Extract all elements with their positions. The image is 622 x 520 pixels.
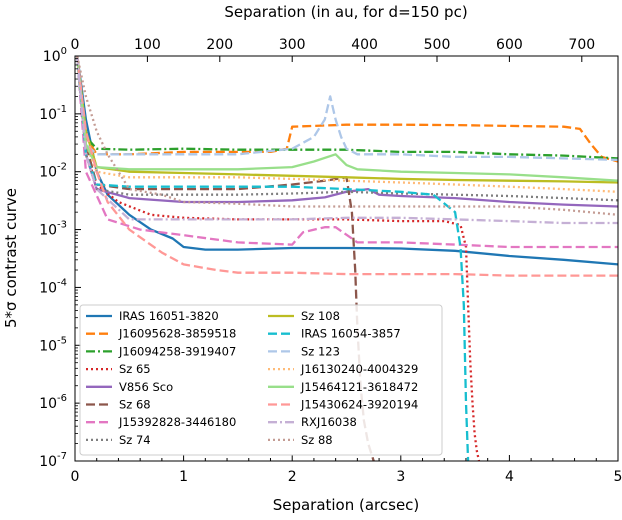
legend-label: J15430624-3920194 <box>300 398 418 412</box>
top-x-axis-label: Separation (in au, for d=150 pc) <box>224 3 467 21</box>
top-x-tick-label: 600 <box>496 37 523 53</box>
series-line-1 <box>76 56 618 266</box>
series-line-2 <box>76 56 618 163</box>
legend-label: J16095628-3859518 <box>118 327 236 341</box>
series-line-10 <box>76 56 470 461</box>
top-x-axis: 0 100 200 300 400 500 600 700 <box>71 37 595 62</box>
series-layer <box>76 56 618 461</box>
top-x-tick-label: 400 <box>351 37 378 53</box>
legend-label: J15464121-3618472 <box>300 380 418 394</box>
series-line-12 <box>76 56 618 193</box>
y-tick-label: 10-4 <box>39 277 67 296</box>
legend-label: J16130240-4004329 <box>300 362 418 376</box>
legend-label: Sz 68 <box>119 398 151 412</box>
series-line-3 <box>76 56 618 160</box>
legend-label: J15392828-3446180 <box>118 415 236 429</box>
top-x-tick-label: 700 <box>568 37 595 53</box>
y-axis-label: 5*σ contrast curve <box>2 188 20 328</box>
y-tick-label: 10-1 <box>39 104 67 123</box>
top-x-tick-label: 0 <box>71 37 80 53</box>
legend: IRAS 16051-3820 J16095628-3859518 J1609425… <box>79 304 443 456</box>
y-tick-label: 10-5 <box>39 335 67 354</box>
top-x-tick-label: 200 <box>206 37 233 53</box>
legend-label: IRAS 16051-3820 <box>119 309 219 323</box>
top-x-tick-label: 100 <box>134 37 161 53</box>
plot-frame <box>74 55 619 462</box>
series-line-14 <box>76 56 618 277</box>
y-tick-label: 10-3 <box>39 220 67 239</box>
top-x-tick-label: 300 <box>279 37 306 53</box>
legend-label: Sz 88 <box>301 433 333 447</box>
legend-label: Sz 65 <box>119 362 151 376</box>
legend-label: RXJ16038 <box>301 415 357 429</box>
x-tick-label: 5 <box>614 469 622 485</box>
x-tick-label: 3 <box>396 469 405 485</box>
series-line-9 <box>76 56 618 184</box>
legend-label: Sz 123 <box>301 344 340 358</box>
legend-label: Sz 74 <box>119 433 151 447</box>
y-tick-label: 100 <box>43 46 67 65</box>
x-axis: 0 1 2 3 4 5 <box>71 455 622 485</box>
series-line-15 <box>76 56 618 225</box>
legend-label: Sz 108 <box>301 309 340 323</box>
series-line-16 <box>76 56 618 216</box>
x-tick-label: 2 <box>288 469 297 485</box>
y-tick-label: 10-6 <box>39 393 67 412</box>
y-tick-label: 10-7 <box>39 451 67 470</box>
legend-label: J16094258-3919407 <box>118 344 236 358</box>
x-tick-label: 0 <box>71 469 80 485</box>
series-line-5 <box>76 56 618 208</box>
legend-box <box>79 304 443 456</box>
series-line-8 <box>76 56 618 202</box>
series-line-13 <box>76 56 618 182</box>
x-tick-label: 4 <box>505 469 514 485</box>
y-tick-label: 10-2 <box>39 162 67 181</box>
top-x-tick-label: 500 <box>424 37 451 53</box>
x-axis-label: Separation (arcsec) <box>273 496 420 514</box>
x-tick-label: 1 <box>179 469 188 485</box>
series-line-11 <box>76 56 618 162</box>
series-line-6 <box>76 56 375 461</box>
legend-label: IRAS 16054-3857 <box>301 327 401 341</box>
legend-label: V856 Sco <box>119 380 173 394</box>
